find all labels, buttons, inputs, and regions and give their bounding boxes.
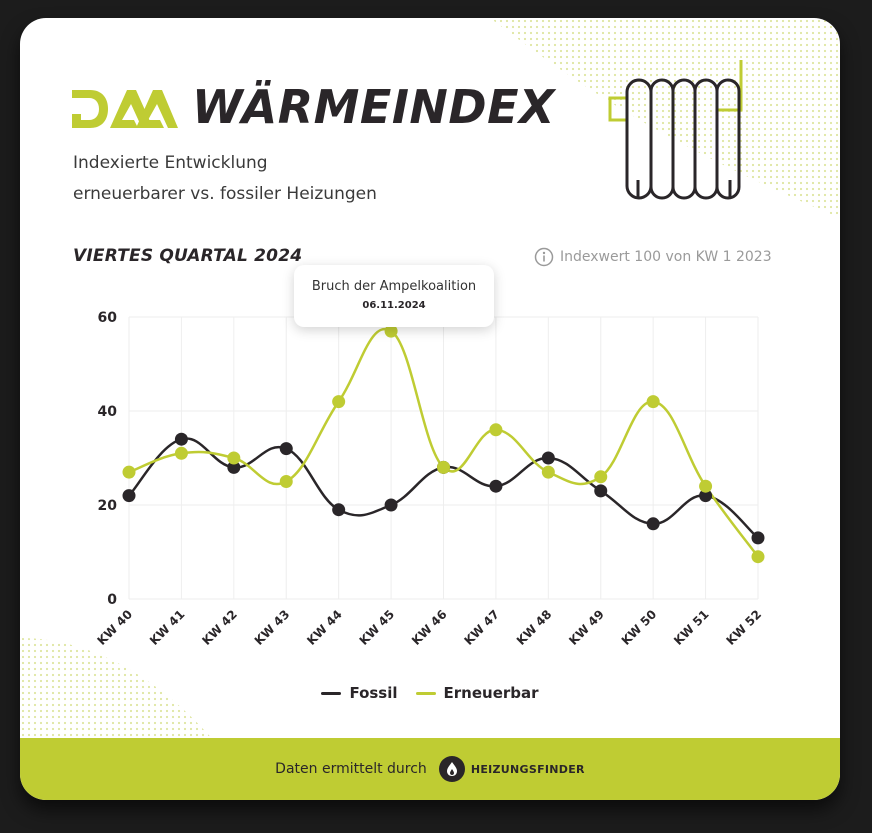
data-point-erneuerbar[interactable] [751, 550, 765, 564]
x-tick-label: KW 49 [566, 607, 607, 648]
data-point-fossil[interactable] [489, 479, 503, 493]
y-tick-label: 20 [98, 498, 118, 514]
data-point-fossil[interactable] [541, 451, 555, 465]
legend-label-fossil: Fossil [349, 684, 398, 702]
x-tick-label: KW 42 [199, 607, 240, 648]
x-tick-label: KW 43 [252, 607, 293, 648]
data-point-fossil[interactable] [699, 489, 713, 503]
data-point-fossil[interactable] [279, 442, 293, 456]
tooltip-title: Bruch der Ampelkoalition [311, 279, 477, 294]
y-tick-label: 60 [98, 310, 118, 326]
x-tick-label: KW 47 [461, 607, 502, 648]
x-tick-label: KW 48 [514, 607, 555, 648]
infographic-card: WÄRMEINDEX Indexierte Entwicklung erneue… [20, 18, 840, 800]
x-tick-label: KW 50 [619, 607, 660, 648]
legend-label-renewable: Erneuerbar [443, 684, 539, 702]
info-icon [534, 247, 554, 267]
x-tick-label: KW 44 [304, 607, 345, 648]
data-point-erneuerbar[interactable] [489, 423, 503, 437]
data-point-fossil[interactable] [174, 432, 188, 446]
radiator-icon [608, 60, 743, 200]
index-info: Indexwert 100 von KW 1 2023 [534, 247, 772, 267]
index-info-text: Indexwert 100 von KW 1 2023 [560, 249, 772, 265]
x-tick-label: KW 46 [409, 607, 450, 648]
data-point-fossil[interactable] [122, 489, 136, 503]
subtitle: Indexierte Entwicklung erneuerbarer vs. … [73, 148, 377, 210]
data-point-erneuerbar[interactable] [227, 451, 241, 465]
data-point-erneuerbar[interactable] [279, 475, 293, 488]
period-heading: VIERTES QUARTAL 2024 [73, 246, 303, 266]
legend-item-renewable[interactable]: Erneuerbar [415, 684, 539, 702]
x-tick-label: KW 52 [724, 607, 765, 648]
subtitle-line-2: erneuerbarer vs. fossiler Heizungen [73, 184, 377, 204]
legend-swatch-fossil [321, 691, 342, 695]
data-point-erneuerbar[interactable] [122, 465, 136, 479]
x-tick-label: KW 40 [95, 607, 136, 648]
data-point-erneuerbar[interactable] [332, 395, 346, 409]
data-point-fossil[interactable] [332, 503, 346, 517]
data-point-erneuerbar[interactable] [699, 479, 713, 493]
data-point-fossil[interactable] [646, 517, 660, 531]
x-tick-label: KW 51 [671, 607, 712, 648]
data-point-fossil[interactable] [594, 484, 608, 498]
legend-item-fossil[interactable]: Fossil [321, 684, 398, 702]
data-point-erneuerbar[interactable] [174, 446, 188, 460]
subtitle-line-1: Indexierte Entwicklung [73, 153, 268, 173]
daa-logo [72, 90, 178, 128]
footer-bar: Daten ermittelt durch HEIZUNGSFINDER [20, 738, 840, 800]
data-point-erneuerbar[interactable] [646, 395, 660, 409]
line-chart: 0 20 40 60 KW 40 KW 41 KW 42 KW 43 KW 44 KW 45 KW … [95, 310, 765, 648]
dot-pattern-decoration [20, 638, 220, 748]
data-point-fossil[interactable] [384, 498, 398, 512]
data-point-erneuerbar[interactable] [437, 460, 450, 474]
data-point-erneuerbar[interactable] [594, 470, 608, 484]
dot-pattern-decoration [490, 18, 840, 218]
footer-text: Daten ermittelt durch [275, 761, 427, 777]
x-tick-label: KW 45 [357, 607, 398, 648]
data-point-fossil[interactable] [751, 531, 765, 545]
flame-icon [438, 756, 465, 782]
data-point-fossil[interactable] [227, 460, 241, 474]
chart-legend: Fossil Erneuerbar [20, 684, 840, 702]
legend-swatch-renewable [415, 691, 436, 695]
tooltip-date: 06.11.2024 [362, 300, 426, 311]
y-tick-label: 40 [98, 404, 118, 420]
y-tick-label: 0 [107, 592, 117, 608]
data-point-erneuerbar[interactable] [541, 465, 555, 479]
brand-name: HEIZUNGSFINDER [470, 762, 585, 776]
annotation-tooltip: Bruch der Ampelkoalition 06.11.2024 [294, 265, 494, 327]
x-tick-label: KW 41 [147, 607, 188, 648]
data-point-erneuerbar[interactable] [384, 324, 398, 338]
page-title: WÄRMEINDEX [192, 80, 556, 134]
heizungsfinder-logo: HEIZUNGSFINDER [438, 756, 585, 782]
